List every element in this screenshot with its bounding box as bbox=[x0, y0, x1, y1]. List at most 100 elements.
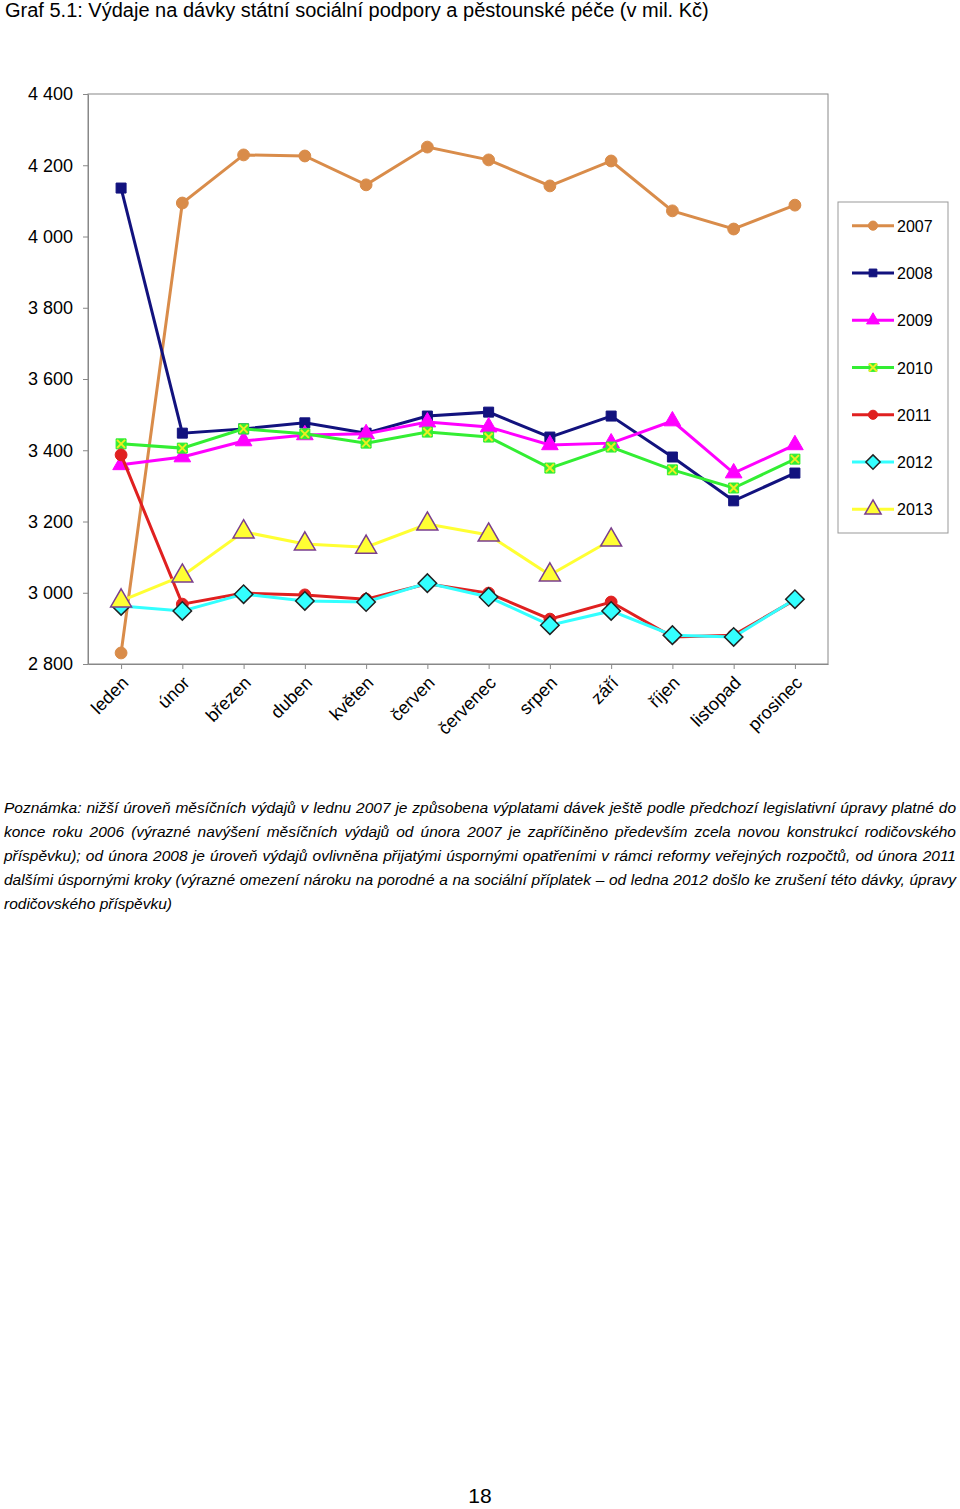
marker-shape bbox=[666, 205, 678, 217]
point bbox=[544, 180, 556, 192]
x-tick-label: srpen bbox=[515, 673, 561, 719]
point bbox=[484, 432, 494, 442]
marker-shape bbox=[478, 523, 499, 541]
marker-shape bbox=[173, 602, 191, 620]
y-tick-label: 3 600 bbox=[28, 369, 73, 389]
x-tick: září bbox=[587, 664, 622, 708]
y-tick-label: 4 000 bbox=[28, 227, 73, 247]
x-tick-mark bbox=[427, 664, 428, 669]
point bbox=[484, 407, 494, 417]
legend-label: 2011 bbox=[897, 407, 932, 424]
point bbox=[116, 439, 126, 449]
legend-entry: 2010 bbox=[852, 360, 933, 377]
point bbox=[664, 411, 681, 425]
point bbox=[111, 589, 132, 607]
marker-shape bbox=[177, 443, 187, 453]
marker-shape bbox=[294, 532, 315, 550]
marker-cross bbox=[668, 466, 676, 474]
point bbox=[541, 616, 559, 634]
marker-shape bbox=[239, 424, 249, 434]
point bbox=[116, 183, 126, 193]
marker-shape bbox=[865, 500, 881, 514]
series bbox=[115, 449, 801, 643]
marker-cross bbox=[546, 464, 554, 472]
y-tick-mark bbox=[83, 664, 88, 665]
y-tick-label: 4 400 bbox=[28, 84, 73, 104]
marker-cross bbox=[607, 443, 615, 451]
x-tick: leden bbox=[87, 664, 132, 718]
x-tick-label: leden bbox=[87, 673, 132, 718]
marker-shape bbox=[728, 223, 740, 235]
y-tick-label: 2 800 bbox=[28, 654, 73, 674]
marker-shape bbox=[422, 427, 432, 437]
legend-marker bbox=[868, 410, 877, 419]
marker-shape bbox=[725, 463, 742, 477]
marker-shape bbox=[790, 468, 800, 478]
y-tick: 3 000 bbox=[28, 583, 88, 603]
point bbox=[239, 424, 249, 434]
x-tick-label: duben bbox=[267, 673, 317, 723]
y-axis: 2 8003 0003 2003 4003 6003 8004 0004 200… bbox=[28, 84, 89, 674]
marker-shape bbox=[483, 154, 495, 166]
point bbox=[601, 528, 622, 546]
y-tick-mark bbox=[83, 237, 88, 238]
marker-shape bbox=[115, 647, 127, 659]
marker-shape bbox=[664, 411, 681, 425]
marker-shape bbox=[866, 455, 880, 469]
point bbox=[667, 452, 677, 462]
series-line bbox=[121, 147, 795, 653]
x-tick-mark bbox=[672, 664, 673, 669]
x-tick-mark bbox=[244, 664, 245, 669]
legend-entry: 2011 bbox=[852, 407, 932, 424]
point bbox=[478, 523, 499, 541]
marker-shape bbox=[606, 411, 616, 421]
marker-shape bbox=[172, 564, 193, 582]
x-tick-mark bbox=[121, 664, 122, 669]
point bbox=[176, 197, 188, 209]
legend-label: 2008 bbox=[897, 265, 933, 282]
x-tick-mark bbox=[489, 664, 490, 669]
point bbox=[728, 223, 740, 235]
x-tick-mark bbox=[182, 664, 183, 669]
series bbox=[112, 574, 804, 646]
x-tick: listopad bbox=[687, 664, 745, 731]
marker-shape bbox=[542, 435, 559, 449]
marker-shape bbox=[729, 483, 739, 493]
marker-shape bbox=[869, 364, 877, 372]
series-line bbox=[121, 524, 611, 601]
y-tick-mark bbox=[83, 522, 88, 523]
x-axis: ledenúnorbřezendubenkvětenčervenčervenec… bbox=[87, 664, 828, 738]
legend-marker bbox=[867, 313, 880, 324]
marker-shape bbox=[729, 496, 739, 506]
y-tick: 3 800 bbox=[28, 298, 88, 318]
x-tick-mark bbox=[305, 664, 306, 669]
marker-shape bbox=[479, 588, 497, 606]
x-tick: říjen bbox=[645, 664, 684, 712]
marker-shape bbox=[544, 180, 556, 192]
point bbox=[787, 435, 804, 449]
point bbox=[729, 496, 739, 506]
legend-label: 2010 bbox=[897, 360, 933, 377]
x-tick-label: prosinec bbox=[744, 673, 806, 735]
point bbox=[606, 442, 616, 452]
x-tick: květen bbox=[326, 664, 378, 724]
point bbox=[294, 532, 315, 550]
marker-shape bbox=[868, 410, 877, 419]
legend-entry: 2007 bbox=[852, 218, 933, 235]
marker-shape bbox=[116, 183, 126, 193]
marker-shape bbox=[789, 199, 801, 211]
y-tick-mark bbox=[83, 450, 88, 451]
point bbox=[542, 435, 559, 449]
marker-shape bbox=[357, 593, 375, 611]
marker-shape bbox=[296, 592, 314, 610]
plot-frame bbox=[88, 94, 828, 664]
point bbox=[545, 463, 555, 473]
marker-shape bbox=[176, 197, 188, 209]
marker-shape bbox=[417, 512, 438, 530]
marker-shape bbox=[484, 432, 494, 442]
legend-marker bbox=[869, 269, 877, 277]
point bbox=[418, 574, 436, 592]
y-tick-label: 3 800 bbox=[28, 298, 73, 318]
point bbox=[115, 647, 127, 659]
marker-shape bbox=[606, 442, 616, 452]
